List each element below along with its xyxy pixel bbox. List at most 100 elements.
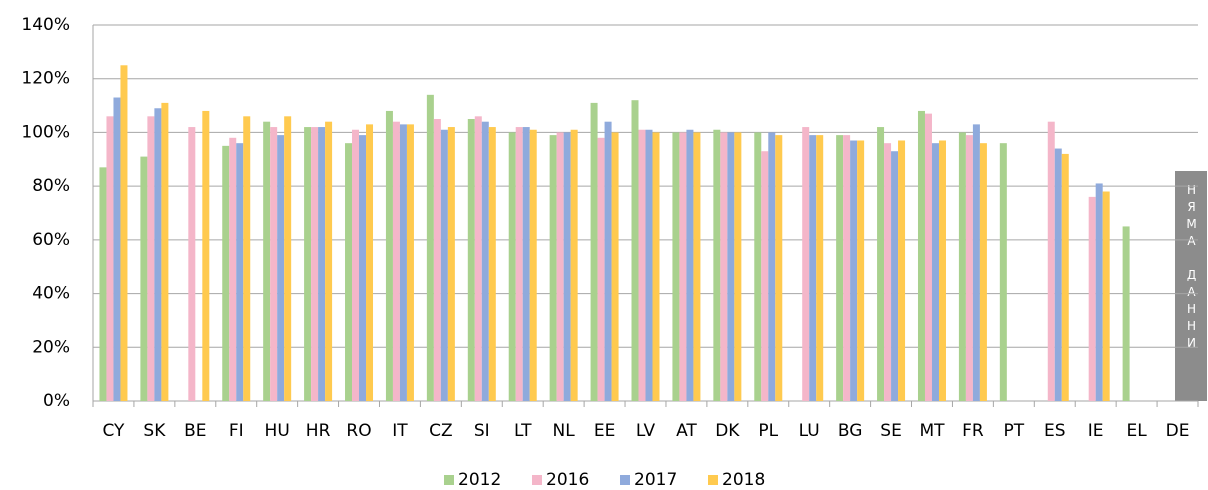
x-tick-label: CY [102, 421, 125, 441]
x-tick-label: LT [514, 421, 532, 441]
bar [277, 135, 285, 401]
bar [931, 143, 939, 401]
bar [645, 129, 653, 401]
bar [426, 94, 434, 401]
bar [1088, 196, 1096, 401]
x-tick-label: BG [838, 421, 863, 441]
bar [345, 143, 353, 401]
bar [113, 97, 121, 401]
x-tick-label: EE [594, 421, 615, 441]
bar [140, 156, 148, 401]
y-tick-label: 60% [32, 230, 70, 250]
x-tick-label: LV [636, 421, 656, 441]
bar [222, 145, 230, 401]
x-tick-label: HU [265, 421, 290, 441]
bar [734, 132, 742, 401]
bar [631, 100, 639, 401]
bar [318, 127, 326, 402]
bar [311, 127, 319, 402]
bar [693, 132, 701, 401]
bar [979, 143, 987, 401]
y-tick-label: 140% [21, 15, 70, 35]
y-tick-label: 100% [21, 122, 70, 142]
bar [529, 129, 537, 401]
x-tick-label: PL [758, 421, 778, 441]
bar [406, 124, 414, 401]
bar [597, 137, 605, 402]
y-tick-label: 20% [32, 337, 70, 357]
x-tick-label: SI [474, 421, 490, 441]
bar [120, 65, 128, 402]
bar [563, 132, 571, 401]
x-tick-label: RO [346, 421, 371, 441]
bar [304, 127, 312, 402]
bar [924, 113, 932, 401]
y-tick-label: 0% [43, 391, 70, 411]
bar [1102, 191, 1110, 401]
bar [106, 116, 114, 402]
bar [399, 124, 407, 401]
bar [229, 137, 237, 402]
bar [515, 127, 523, 402]
bar [816, 135, 824, 401]
bar [775, 135, 783, 401]
bar [958, 132, 966, 401]
bar [392, 121, 400, 401]
bar [1054, 148, 1062, 401]
legend-label: 2017 [634, 470, 677, 490]
x-tick-label: SE [880, 421, 902, 441]
x-tick-label: FR [962, 421, 984, 441]
x-tick-label: FI [229, 421, 244, 441]
bar [891, 151, 899, 401]
bar [652, 132, 660, 401]
y-tick-label: 40% [32, 284, 70, 304]
x-tick-label: AT [676, 421, 697, 441]
bar [474, 116, 482, 402]
legend-swatch [444, 475, 454, 485]
legend-label: 2016 [546, 470, 589, 490]
x-tick-label: HR [306, 421, 331, 441]
bar [727, 132, 735, 401]
bar [965, 135, 973, 401]
bar [761, 151, 769, 401]
annotation: НЯМА ДАННИ [1185, 183, 1199, 353]
bar [284, 116, 292, 402]
bar [802, 127, 810, 402]
bar [352, 129, 360, 401]
legend-swatch [532, 475, 542, 485]
bar [325, 121, 333, 401]
x-tick-label: BE [184, 421, 206, 441]
bar [809, 135, 817, 401]
bar [202, 110, 210, 401]
bar [843, 135, 851, 401]
no-data-box [1175, 171, 1207, 401]
x-tick-label: ES [1044, 421, 1066, 441]
x-tick-label: MT [919, 421, 945, 441]
bar [385, 110, 393, 401]
bar [999, 143, 1007, 401]
bar [679, 132, 687, 401]
bar [1095, 183, 1103, 401]
bar [556, 132, 564, 401]
bar [877, 127, 885, 402]
bar [972, 124, 980, 401]
bar [917, 110, 925, 401]
bar [488, 127, 496, 402]
bar [99, 167, 107, 401]
bar [1047, 121, 1055, 401]
bar [638, 129, 646, 401]
x-tick-label: LU [799, 421, 820, 441]
legend-label: 2012 [458, 470, 501, 490]
x-tick-label: NL [553, 421, 576, 441]
bar [754, 132, 762, 401]
bar [359, 135, 367, 401]
bar [440, 129, 448, 401]
legend-swatch [708, 475, 718, 485]
y-tick-label: 80% [32, 176, 70, 196]
bar [611, 132, 619, 401]
bar [672, 132, 680, 401]
bar [686, 129, 694, 401]
x-tick-label: PT [1004, 421, 1025, 441]
bar [836, 135, 844, 401]
bar [604, 121, 612, 401]
